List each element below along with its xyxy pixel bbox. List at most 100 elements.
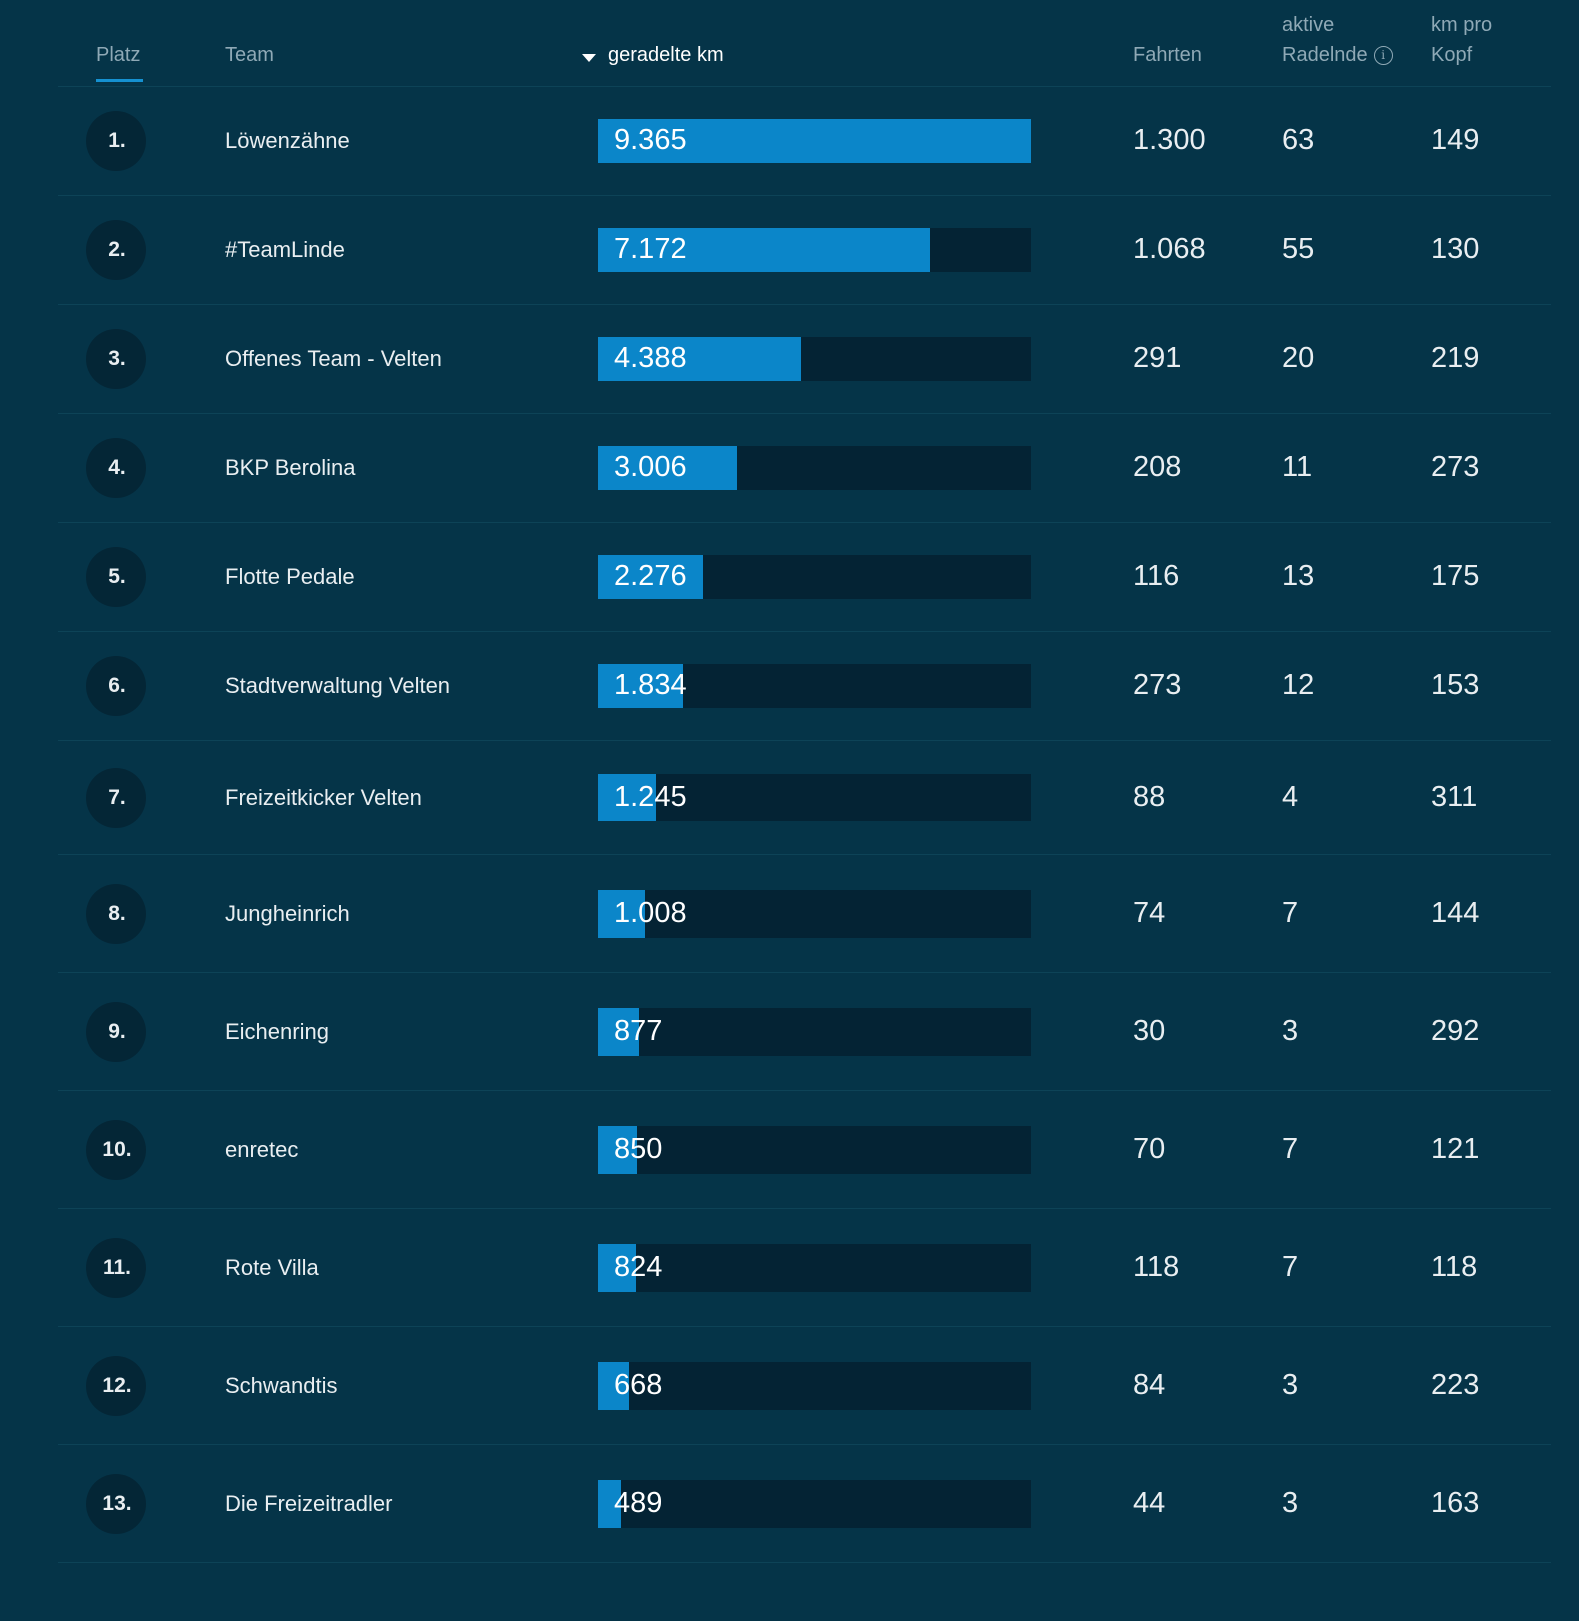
km-bar-fill xyxy=(598,1007,639,1056)
team-name: Freizeitkicker Velten xyxy=(225,784,422,810)
table-row[interactable]: 1. Löwenzähne 9.365 1.300 63 149 xyxy=(58,87,1551,196)
table-row[interactable]: 13. Die Freizeitradler 489 44 3 163 xyxy=(58,1445,1551,1563)
km-value: 7.172 xyxy=(614,233,687,265)
fahrten-value: 88 xyxy=(1133,780,1166,813)
fahrten-value: 118 xyxy=(1133,1250,1180,1283)
km-value: 3.006 xyxy=(614,451,687,483)
km-bar-track: 9.365 xyxy=(598,119,1031,163)
km-value: 489 xyxy=(614,1486,663,1519)
table-row[interactable]: 5. Flotte Pedale 2.276 116 13 175 xyxy=(58,523,1551,632)
rank-label: 4. xyxy=(108,456,126,479)
table-row[interactable]: 6. Stadtverwaltung Velten 1.834 273 12 153 xyxy=(58,632,1551,741)
km-value: 1.245 xyxy=(614,780,687,813)
column-header-team[interactable]: Team xyxy=(225,44,274,66)
column-header-aktive-radelnde[interactable]: aktive Radelnde i xyxy=(1282,10,1393,70)
column-header-km-pro-kopf[interactable]: km pro Kopf xyxy=(1431,10,1492,70)
rank-label: 9. xyxy=(108,1019,126,1043)
km-bar-track: 1.008 xyxy=(598,889,1031,938)
rank-label: 10. xyxy=(102,1137,132,1161)
km-bar-fill xyxy=(598,446,737,490)
km-pro-kopf-value: 163 xyxy=(1431,1486,1480,1519)
rank-label: 11. xyxy=(102,1255,132,1279)
column-header-platz[interactable]: Platz xyxy=(96,44,141,66)
fahrten-value: 1.068 xyxy=(1133,233,1206,265)
km-bar-track: 877 xyxy=(598,1007,1031,1056)
info-icon[interactable]: i xyxy=(1373,46,1393,65)
rank-label: 5. xyxy=(108,565,126,588)
fahrten-value: 1.300 xyxy=(1133,124,1206,156)
table-header: Platz Team geradelte km Fahrten aktive R… xyxy=(58,0,1551,87)
table-row[interactable]: 10. enretec 850 70 7 121 xyxy=(58,1091,1551,1209)
table-row[interactable]: 12. Schwandtis 668 84 3 223 xyxy=(58,1327,1551,1445)
km-pro-kopf-value: 292 xyxy=(1431,1014,1480,1047)
aktive-radelnde-value: 7 xyxy=(1282,896,1299,929)
team-name: Offenes Team - Velten xyxy=(225,346,442,371)
team-name: Schwandtis xyxy=(225,1372,338,1398)
aktive-radelnde-value: 20 xyxy=(1282,342,1315,374)
table-row[interactable]: 7. Freizeitkicker Velten 1.245 88 4 311 xyxy=(58,741,1551,855)
rank-badge: 13. xyxy=(86,1473,146,1534)
fahrten-value: 30 xyxy=(1133,1014,1166,1047)
team-name: Löwenzähne xyxy=(225,128,350,153)
rank-badge: 3. xyxy=(86,329,146,389)
km-bar-fill xyxy=(598,1361,629,1410)
km-bar-track: 824 xyxy=(598,1243,1031,1292)
rank-label: 7. xyxy=(108,785,126,809)
km-value: 850 xyxy=(614,1132,663,1165)
table-row[interactable]: 11. Rote Villa 824 118 7 118 xyxy=(58,1209,1551,1327)
km-bar-track: 3.006 xyxy=(598,446,1031,490)
team-name: Die Freizeitradler xyxy=(225,1490,393,1516)
rank-badge: 6. xyxy=(86,656,146,716)
aktive-radelnde-value: 63 xyxy=(1282,124,1315,156)
team-name: Eichenring xyxy=(225,1018,329,1044)
fahrten-value: 84 xyxy=(1133,1368,1166,1401)
rank-label: 2. xyxy=(108,238,126,261)
team-name: enretec xyxy=(225,1136,299,1162)
km-pro-kopf-value: 121 xyxy=(1431,1132,1480,1165)
km-value: 1.008 xyxy=(614,896,687,929)
table-row[interactable]: 8. Jungheinrich 1.008 74 7 144 xyxy=(58,855,1551,973)
rank-badge: 9. xyxy=(86,1001,146,1062)
fahrten-value: 208 xyxy=(1133,451,1182,483)
table-row[interactable]: 2. #TeamLinde 7.172 1.068 55 130 xyxy=(58,196,1551,305)
km-pro-kopf-value: 130 xyxy=(1431,233,1480,265)
km-value: 9.365 xyxy=(614,124,687,156)
table-row[interactable]: 3. Offenes Team - Velten 4.388 291 20 219 xyxy=(58,305,1551,414)
km-value: 824 xyxy=(614,1250,663,1283)
km-bar-fill xyxy=(598,774,656,821)
rank-badge: 4. xyxy=(86,438,146,498)
km-pro-kopf-value: 144 xyxy=(1431,896,1480,929)
km-pro-kopf-value: 175 xyxy=(1431,560,1480,592)
rank-label: 1. xyxy=(108,129,126,152)
km-value: 1.834 xyxy=(614,669,687,701)
sort-descending-icon xyxy=(582,53,596,62)
rank-badge: 2. xyxy=(86,220,146,280)
km-bar-track: 1.245 xyxy=(598,774,1031,821)
column-header-kopf-line2: Kopf xyxy=(1431,44,1473,66)
fahrten-value: 116 xyxy=(1133,560,1180,592)
aktive-radelnde-value: 4 xyxy=(1282,780,1299,813)
km-pro-kopf-value: 118 xyxy=(1431,1250,1478,1283)
team-name: Stadtverwaltung Velten xyxy=(225,673,451,698)
table-row[interactable]: 4. BKP Berolina 3.006 208 11 273 xyxy=(58,414,1551,523)
rank-label: 6. xyxy=(108,674,126,697)
team-name: #TeamLinde xyxy=(225,237,345,262)
km-value: 877 xyxy=(614,1014,663,1047)
rank-label: 3. xyxy=(108,347,126,370)
rank-badge: 11. xyxy=(86,1237,146,1298)
table-row[interactable]: 9. Eichenring 877 30 3 292 xyxy=(58,973,1551,1091)
rank-label: 12. xyxy=(102,1373,132,1397)
km-bar-fill xyxy=(598,889,645,938)
column-header-fahrten[interactable]: Fahrten xyxy=(1133,44,1202,66)
aktive-radelnde-value: 55 xyxy=(1282,233,1315,265)
km-value: 668 xyxy=(614,1368,663,1401)
rank-badge: 8. xyxy=(86,883,146,944)
km-bar-fill xyxy=(598,119,1031,163)
leaderboard-table: Platz Team geradelte km Fahrten aktive R… xyxy=(58,0,1551,1563)
rank-badge: 10. xyxy=(86,1119,146,1180)
rank-badge: 7. xyxy=(86,767,146,828)
team-name: Jungheinrich xyxy=(225,900,350,926)
rank-label: 13. xyxy=(102,1491,132,1515)
fahrten-value: 74 xyxy=(1133,896,1166,929)
column-header-km[interactable]: geradelte km xyxy=(582,40,724,70)
